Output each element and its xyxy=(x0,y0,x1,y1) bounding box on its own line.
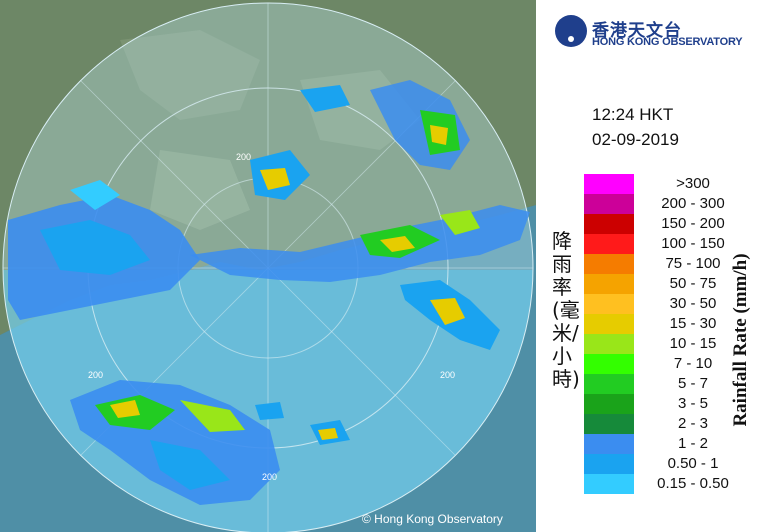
rain-echo xyxy=(440,210,480,235)
legend-swatch xyxy=(584,394,634,414)
ring-label: 200 xyxy=(88,370,103,380)
legend-range-label: 50 - 75 xyxy=(669,275,717,292)
legend-range-label: 2 - 3 xyxy=(677,415,708,432)
legend-swatch xyxy=(584,294,634,314)
rain-echo xyxy=(70,180,120,210)
legend-swatch xyxy=(584,334,634,354)
legend-swatch xyxy=(584,354,634,374)
legend-swatch xyxy=(584,254,634,274)
rain-echo xyxy=(300,85,350,112)
rain-echo xyxy=(260,168,290,190)
radar-map-canvas: 200 200 200 200 xyxy=(0,0,536,532)
land-patch xyxy=(120,30,260,120)
legend-range-label: 5 - 7 xyxy=(677,375,708,392)
legend-range-label: 1 - 2 xyxy=(677,435,708,452)
radial-line xyxy=(267,267,456,456)
legend-range-label: 10 - 15 xyxy=(669,335,717,352)
legend-swatch xyxy=(584,174,634,194)
rain-echo xyxy=(190,205,530,282)
rain-echo xyxy=(430,125,448,145)
rain-echo xyxy=(380,236,415,252)
rain-echo xyxy=(110,400,140,418)
logo-english-text: HONG KONG OBSERVATORY xyxy=(592,36,743,48)
legend-swatch xyxy=(584,274,634,294)
radial-line xyxy=(80,80,269,269)
rain-echo xyxy=(318,428,338,440)
legend-range-label: 7 - 10 xyxy=(673,355,713,372)
legend-swatch xyxy=(584,454,634,474)
observatory-logo: 香港天文台 HONG KONG OBSERVATORY xyxy=(554,14,764,54)
legend-swatch xyxy=(584,474,634,494)
rain-echo xyxy=(180,400,245,432)
observation-date: 02-09-2019 xyxy=(592,130,679,149)
legend-swatch xyxy=(584,234,634,254)
legend-range-label: 75 - 100 xyxy=(665,255,721,272)
legend-swatch xyxy=(584,374,634,394)
legend-range-label: 0.15 - 0.50 xyxy=(657,475,729,492)
land-patch xyxy=(150,150,250,230)
legend-range-label: 200 - 300 xyxy=(661,195,725,212)
ring-label: 200 xyxy=(262,472,277,482)
legend-range-label: 100 - 150 xyxy=(661,235,725,252)
copyright-text: © Hong Kong Observatory xyxy=(362,512,503,526)
legend-panel: 香港天文台 HONG KONG OBSERVATORY 12:24 HKT 02… xyxy=(536,0,769,532)
rain-echo xyxy=(255,402,284,420)
legend-swatch xyxy=(584,314,634,334)
ring-label: 200 xyxy=(440,370,455,380)
legend-range-label: >300 xyxy=(676,175,710,192)
legend-range-label: 150 - 200 xyxy=(661,215,725,232)
legend-range-label: 30 - 50 xyxy=(669,295,717,312)
legend-range-label: 15 - 30 xyxy=(669,315,717,332)
rain-echo xyxy=(430,298,465,325)
logo-chinese-text: 香港天文台 xyxy=(592,21,682,41)
legend-range-label: 3 - 5 xyxy=(677,395,708,412)
observation-time: 12:24 HKT xyxy=(592,105,674,124)
legend-swatch xyxy=(584,214,634,234)
radar-map: 200 200 200 200 © Hong Kong Observatory xyxy=(0,0,536,532)
rain-echo xyxy=(150,440,230,490)
legend-range-label: 0.50 - 1 xyxy=(667,455,719,472)
legend-swatch xyxy=(584,434,634,454)
legend-swatch xyxy=(584,414,634,434)
observatory-emblem-icon xyxy=(555,15,587,47)
legend-swatch xyxy=(584,194,634,214)
rain-echo xyxy=(40,220,150,275)
ring-label: 200 xyxy=(236,152,251,162)
legend-title-chinese: 降雨率(毫米/小時) xyxy=(552,229,580,391)
